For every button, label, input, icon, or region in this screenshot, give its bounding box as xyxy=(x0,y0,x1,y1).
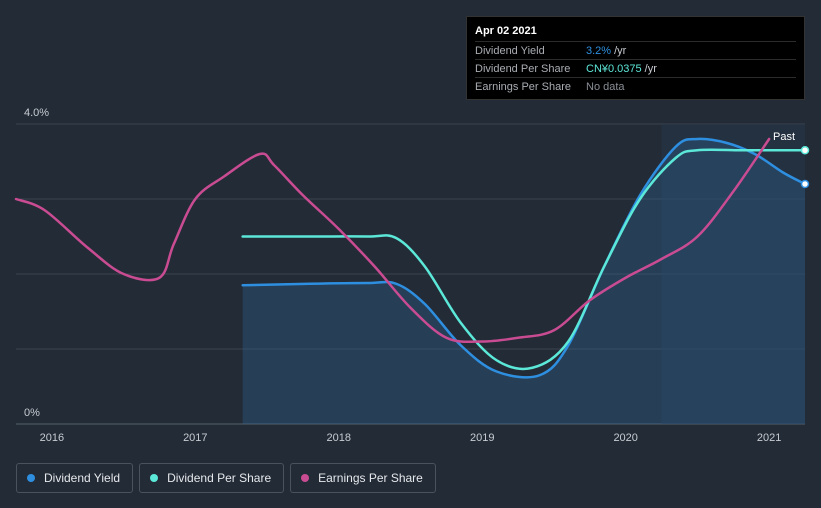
tooltip-value: 3.2% xyxy=(586,44,612,57)
legend-dividend-yield[interactable]: Dividend Yield xyxy=(16,463,134,493)
legend-label: Dividend Per Share xyxy=(167,471,272,485)
legend-dot-icon xyxy=(150,474,159,482)
tooltip-label: Dividend Per Share xyxy=(475,62,571,75)
legend-earnings-per-share[interactable]: Earnings Per Share xyxy=(290,463,436,493)
chart-legend: Dividend Yield Dividend Per Share Earnin… xyxy=(16,463,436,493)
tooltip-label: Earnings Per Share xyxy=(475,80,571,93)
legend-dot-icon xyxy=(301,474,310,482)
x-tick-label: 2016 xyxy=(40,432,64,444)
hover-tooltip: Apr 02 2021 Dividend Yield 3.2% /yr Divi… xyxy=(466,16,805,100)
x-tick-label: 2020 xyxy=(613,432,637,444)
tooltip-value: CN¥0.0375 xyxy=(586,62,642,75)
tooltip-row-dividend-yield: Dividend Yield 3.2% /yr xyxy=(475,41,796,59)
past-label: Past xyxy=(773,131,795,143)
x-tick-label: 2019 xyxy=(470,432,494,444)
past-region-band xyxy=(661,124,805,424)
x-tick-label: 2017 xyxy=(183,432,207,444)
x-tick-label: 2021 xyxy=(757,432,781,444)
earnings-per-share-line xyxy=(14,137,771,344)
dividend-per-share-line xyxy=(241,148,807,371)
y-axis-min-label: 0% xyxy=(24,407,40,419)
tooltip-unit: /yr xyxy=(614,44,627,57)
legend-label: Earnings Per Share xyxy=(318,471,423,485)
y-axis-max-label: 4.0% xyxy=(24,107,49,119)
tooltip-label: Dividend Yield xyxy=(475,44,545,57)
tooltip-value: No data xyxy=(586,80,625,93)
legend-dot-icon xyxy=(27,474,35,482)
legend-label: Dividend Yield xyxy=(44,471,121,485)
tooltip-date: Apr 02 2021 xyxy=(475,25,537,37)
dividend-yield-end-marker xyxy=(800,179,810,189)
tooltip-row-earnings-per-share: Earnings Per Share No data xyxy=(475,77,796,95)
legend-dividend-per-share[interactable]: Dividend Per Share xyxy=(139,463,285,493)
x-tick-label: 2018 xyxy=(327,432,351,444)
dividend-yield-area xyxy=(242,138,805,425)
tooltip-unit: /yr xyxy=(644,62,657,75)
dividend-per-share-end-marker xyxy=(800,146,810,155)
tooltip-row-dividend-per-share: Dividend Per Share CN¥0.0375 /yr xyxy=(475,59,796,77)
